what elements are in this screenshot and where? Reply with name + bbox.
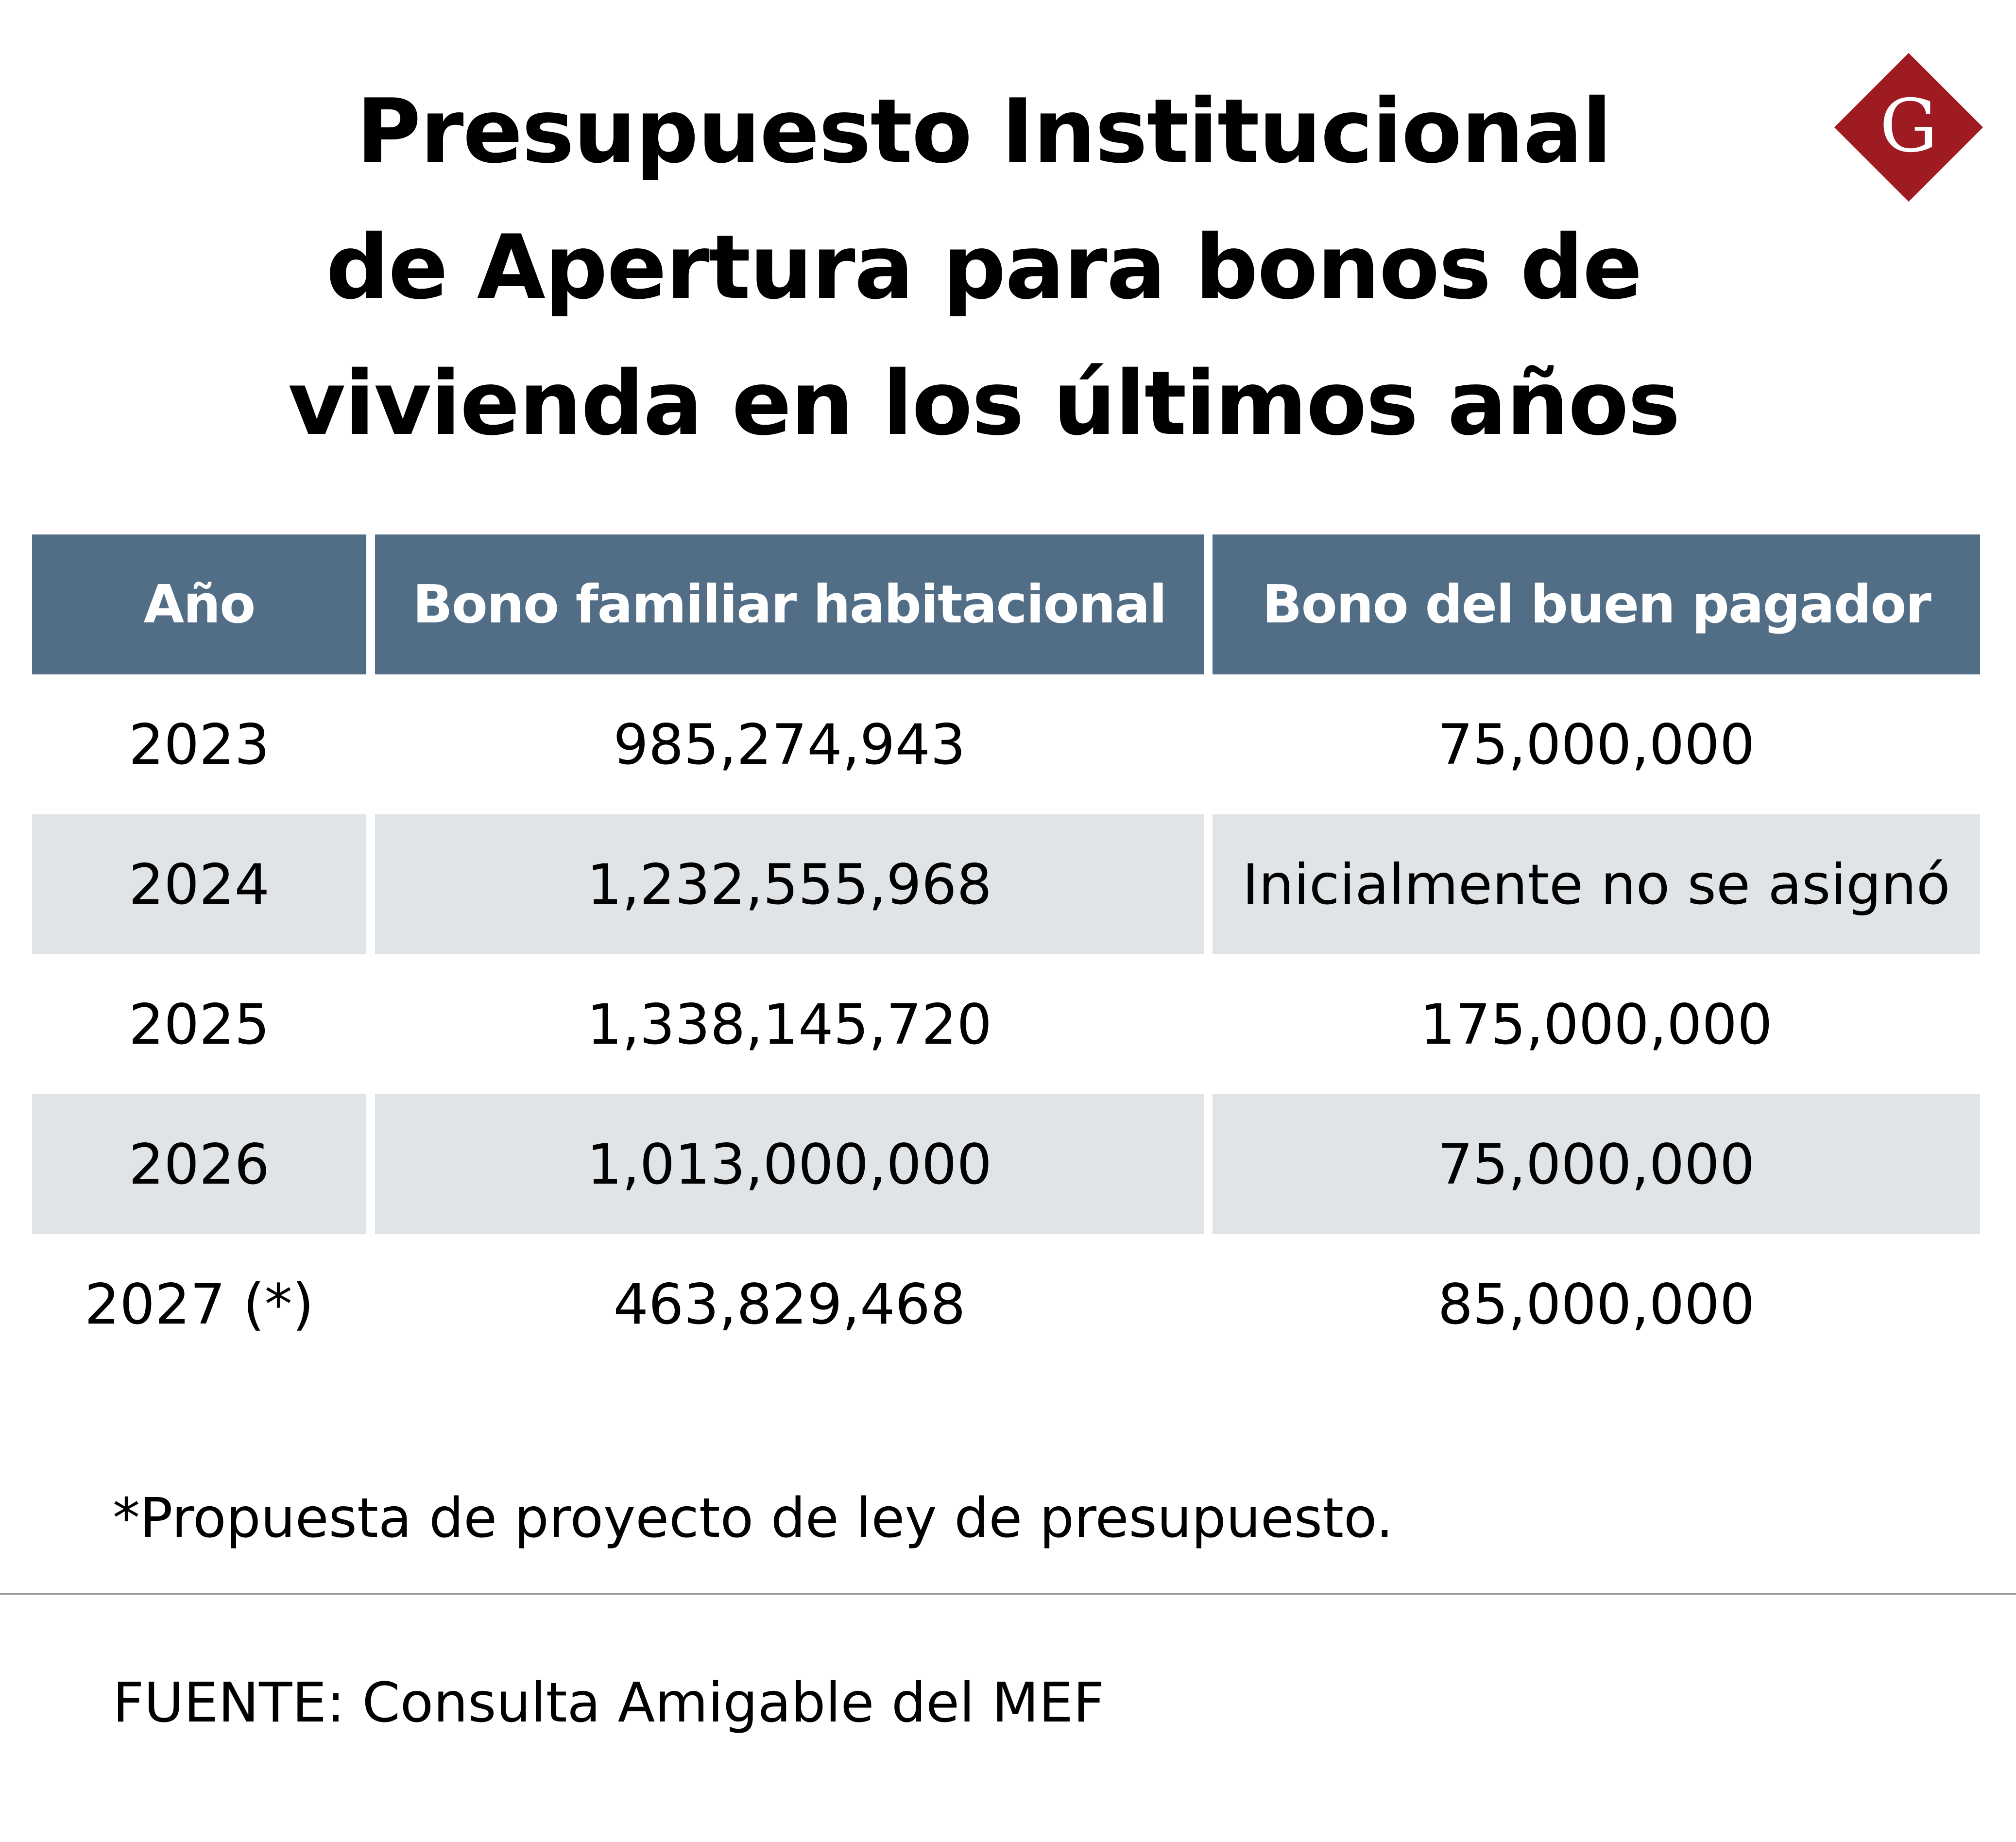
- year-cell: 2026: [32, 1094, 366, 1234]
- gestion-logo-icon: G: [1834, 53, 1983, 202]
- title-line: Presupuesto Institucional: [356, 80, 1612, 183]
- chart-title: Presupuesto Institucional de Apertura pa…: [121, 63, 1846, 471]
- divider: [0, 1593, 2016, 1595]
- column-header-bono-buen-pagador: Bono del buen pagador: [1213, 534, 1980, 674]
- column-header-bono-familiar-habitacional: Bono familiar habitacional: [375, 534, 1204, 674]
- year-cell: 2027 (*): [84, 1272, 314, 1337]
- bono-familiar-cell: 1,013,000,000: [375, 1094, 1204, 1234]
- footnote: *Propuesta de proyecto de ley de presupu…: [113, 1487, 1394, 1550]
- bono-familiar-cell: 463,829,468: [613, 1272, 966, 1337]
- column-header-year: Año: [32, 534, 366, 674]
- source-note: FUENTE: Consulta Amigable del MEF: [113, 1671, 1105, 1735]
- bono-buen-pagador-cell: Inicialmente no se asignó: [1213, 814, 1980, 954]
- year-cell: 2023: [128, 712, 270, 777]
- logo-letter: G: [1879, 84, 1938, 169]
- bono-buen-pagador-cell: 75,000,000: [1437, 712, 1755, 777]
- title-line: vivienda en los últimos años: [288, 352, 1680, 455]
- year-cell: 2025: [128, 992, 270, 1057]
- bono-buen-pagador-cell: 85,000,000: [1437, 1272, 1755, 1337]
- bono-familiar-cell: 1,338,145,720: [586, 992, 992, 1057]
- bono-buen-pagador-cell: 175,000,000: [1420, 992, 1773, 1057]
- year-cell: 2024: [32, 814, 366, 954]
- title-line: de Apertura para bonos de: [325, 216, 1642, 319]
- bono-familiar-cell: 985,274,943: [613, 712, 966, 777]
- bono-buen-pagador-cell: 75,000,000: [1213, 1094, 1980, 1234]
- bono-familiar-cell: 1,232,555,968: [375, 814, 1204, 954]
